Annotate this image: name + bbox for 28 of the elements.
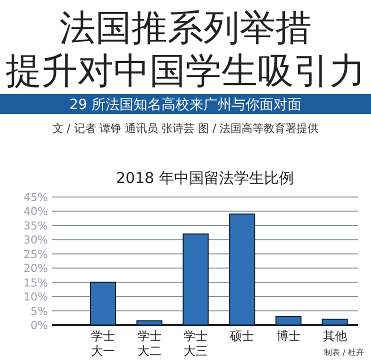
bar	[182, 233, 209, 326]
x-tick-label: 学士大一	[91, 329, 115, 358]
y-tick-label: 30%	[24, 234, 48, 247]
text: 29 所法国知名高校来广州与你面对面	[69, 97, 302, 113]
x-tick-label: 博士	[276, 329, 300, 343]
text: 制表 / 杜卉	[324, 348, 364, 357]
y-tick-label: 10%	[24, 290, 48, 304]
y-tick-label: 5%	[30, 304, 48, 318]
x-tick-label: 其他	[322, 329, 347, 343]
y-tick-label: 40%	[24, 205, 48, 218]
y-tick-label: 15%	[24, 276, 48, 290]
y-tick-label: 45%	[24, 191, 48, 204]
text: 法国推系列举措	[60, 8, 312, 49]
x-tick-label: 学士大二	[137, 329, 162, 358]
bar	[322, 318, 348, 326]
y-tick-label: 35%	[24, 219, 48, 232]
y-tick-label: 25%	[24, 248, 48, 261]
chart-title: 2018 年中国留法学生比例	[116, 169, 294, 187]
bar	[90, 282, 116, 326]
bar	[136, 320, 162, 326]
y-tick-label: 20%	[24, 262, 48, 276]
x-tick-label: 学士大三	[184, 329, 208, 358]
bar	[229, 214, 256, 326]
text: 提升对中国学生吸引力	[6, 51, 366, 92]
bar	[275, 316, 302, 326]
y-tick-label: 0%	[30, 319, 48, 332]
text: 文 / 记者 谭铮 通讯员 张诗芸 图 / 法国高等教育署提供	[52, 122, 319, 135]
x-tick-label: 硕士	[229, 329, 254, 343]
